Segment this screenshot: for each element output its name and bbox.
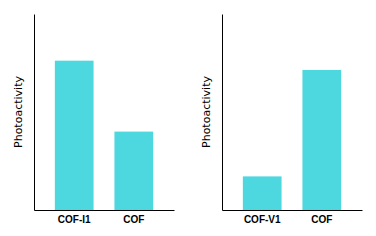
x-axis-line	[223, 210, 363, 211]
y-axis-line	[34, 15, 35, 211]
x-axis: COF-V1 COF	[223, 211, 363, 226]
bar	[114, 132, 153, 210]
y-axis	[222, 15, 223, 211]
x-tick-label: COF	[123, 214, 144, 225]
x-tick-label: COF	[311, 214, 332, 225]
bar	[243, 176, 282, 210]
x-axis-line	[35, 210, 175, 211]
y-axis-title: Photoactivity	[12, 76, 25, 148]
x-tick: COF-V1	[244, 214, 281, 225]
bar-chart: COF-V1 COF Photoactivity	[200, 15, 363, 226]
y-axis-title: Photoactivity	[200, 76, 213, 148]
x-tick-label: COF-I1	[58, 214, 91, 225]
x-tick: COF	[311, 214, 332, 225]
x-axis: COF-I1 COF	[35, 211, 175, 226]
x-tick-label: COF-V1	[244, 214, 281, 225]
bar	[302, 70, 341, 210]
y-axis-line	[222, 15, 223, 211]
y-axis	[34, 15, 35, 211]
x-tick: COF	[123, 214, 144, 225]
plot-area	[243, 70, 341, 210]
x-tick: COF-I1	[58, 214, 91, 225]
plot-area	[55, 61, 153, 210]
bar	[55, 61, 94, 210]
figure: COF-I1 COF Photoactivity COF-V1 COF Photoacti…	[0, 0, 376, 236]
bar-chart: COF-I1 COF Photoactivity	[12, 15, 175, 226]
